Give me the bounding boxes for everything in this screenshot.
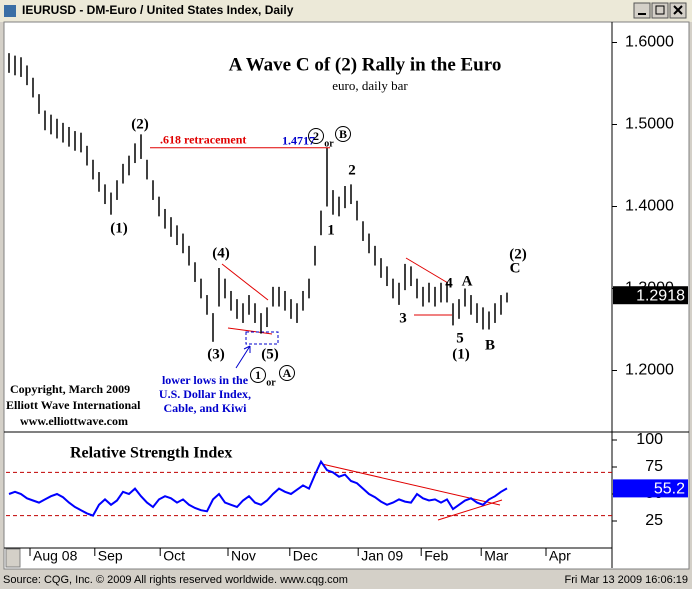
y-tick-label: 100	[636, 431, 663, 448]
wave-label: 1	[327, 222, 335, 238]
x-tick-label: Feb	[424, 548, 448, 564]
minimize-button[interactable]	[633, 2, 651, 19]
y-tick-label: 25	[645, 512, 663, 529]
x-tick-label: Jan 09	[361, 548, 403, 564]
status-timestamp: Fri Mar 13 2009 16:06:19	[564, 574, 688, 586]
maximize-icon	[655, 5, 665, 15]
status-bar	[0, 570, 692, 589]
wave-label: B	[339, 127, 347, 141]
wave-label: or	[324, 138, 334, 149]
note-line: Cable, and Kiwi	[163, 401, 247, 415]
chart-subtitle: euro, daily bar	[332, 78, 408, 93]
rsi-title: Relative Strength Index	[70, 445, 232, 462]
scrollbar[interactable]	[5, 548, 21, 568]
wave-label: A	[283, 366, 292, 380]
x-tick-label: Mar	[484, 548, 508, 564]
wave-label: (2)	[509, 246, 527, 262]
last-price: 1.2918	[636, 287, 685, 304]
x-tick-label: Dec	[293, 548, 318, 564]
wave-label: (3)	[207, 346, 225, 362]
x-tick-label: Sep	[98, 548, 123, 564]
wave-label: (5)	[261, 346, 279, 362]
rsi-trend-line	[437, 499, 503, 521]
last-price-box	[613, 286, 688, 305]
copyright-line: Copyright, March 2009	[10, 382, 130, 396]
rsi-value-box	[613, 479, 688, 498]
wave-label: 4	[445, 275, 453, 291]
y-tick-label: 1.2000	[625, 362, 674, 379]
rsi-line	[8, 459, 508, 517]
maximize-button[interactable]	[651, 2, 669, 19]
lows-box	[245, 331, 279, 345]
copyright-line: www.elliottwave.com	[20, 414, 128, 428]
wave-label: B	[485, 337, 495, 353]
retracement-value: 1.4717	[282, 133, 315, 147]
title-bar	[0, 0, 692, 22]
wave-label: (2)	[131, 116, 149, 132]
y-tick-label: 1.6000	[625, 34, 674, 51]
plot-background	[3, 21, 690, 570]
wave-label: 2	[313, 129, 319, 143]
note-line: lower lows in the	[162, 373, 249, 387]
wave-label: 2	[348, 162, 356, 178]
wave-circle	[335, 126, 351, 142]
wave-label: (4)	[212, 245, 230, 261]
status-source: Source: CQG, Inc. © 2009 All rights rese…	[3, 574, 348, 586]
trend-line	[221, 263, 269, 301]
copyright-line: Elliott Wave International	[6, 398, 141, 412]
wave-label: (1)	[452, 346, 470, 362]
wave-circle	[308, 128, 324, 144]
x-tick-label: Aug 08	[33, 548, 78, 564]
rsi-value: 55.2	[654, 481, 685, 498]
wave-label: or	[266, 377, 276, 388]
chart-title: A Wave C of (2) Rally in the Euro	[229, 54, 502, 75]
wave-label: 1	[255, 368, 261, 382]
wave-label: C	[510, 260, 521, 276]
window-title: IEURUSD - DM-Euro / United States Index,…	[22, 3, 294, 17]
wave-label: 5	[456, 330, 464, 346]
wave-label: A	[462, 273, 473, 289]
wave-label: 3	[399, 310, 407, 326]
note-line: U.S. Dollar Index,	[159, 387, 251, 401]
wave-label: (1)	[110, 220, 128, 236]
retracement-label: .618 retracement	[160, 132, 246, 146]
wave-circle	[250, 367, 266, 383]
y-tick-label: 1.4000	[625, 198, 674, 215]
window-icon	[4, 5, 16, 17]
close-icon	[673, 5, 683, 15]
wave-circle	[279, 365, 295, 381]
trend-line	[405, 257, 449, 284]
x-tick-label: Nov	[231, 548, 256, 564]
x-tick-label: Apr	[549, 548, 571, 564]
x-tick-label: Oct	[163, 548, 185, 564]
y-tick-label: 1.5000	[625, 116, 674, 133]
y-tick-label: 75	[645, 458, 663, 475]
trend-line	[227, 327, 273, 335]
note-arrow	[235, 345, 251, 369]
